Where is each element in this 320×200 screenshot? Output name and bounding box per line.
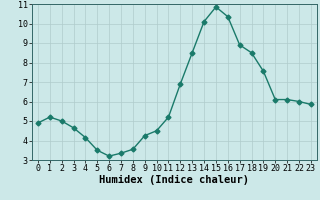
X-axis label: Humidex (Indice chaleur): Humidex (Indice chaleur) — [100, 175, 249, 185]
